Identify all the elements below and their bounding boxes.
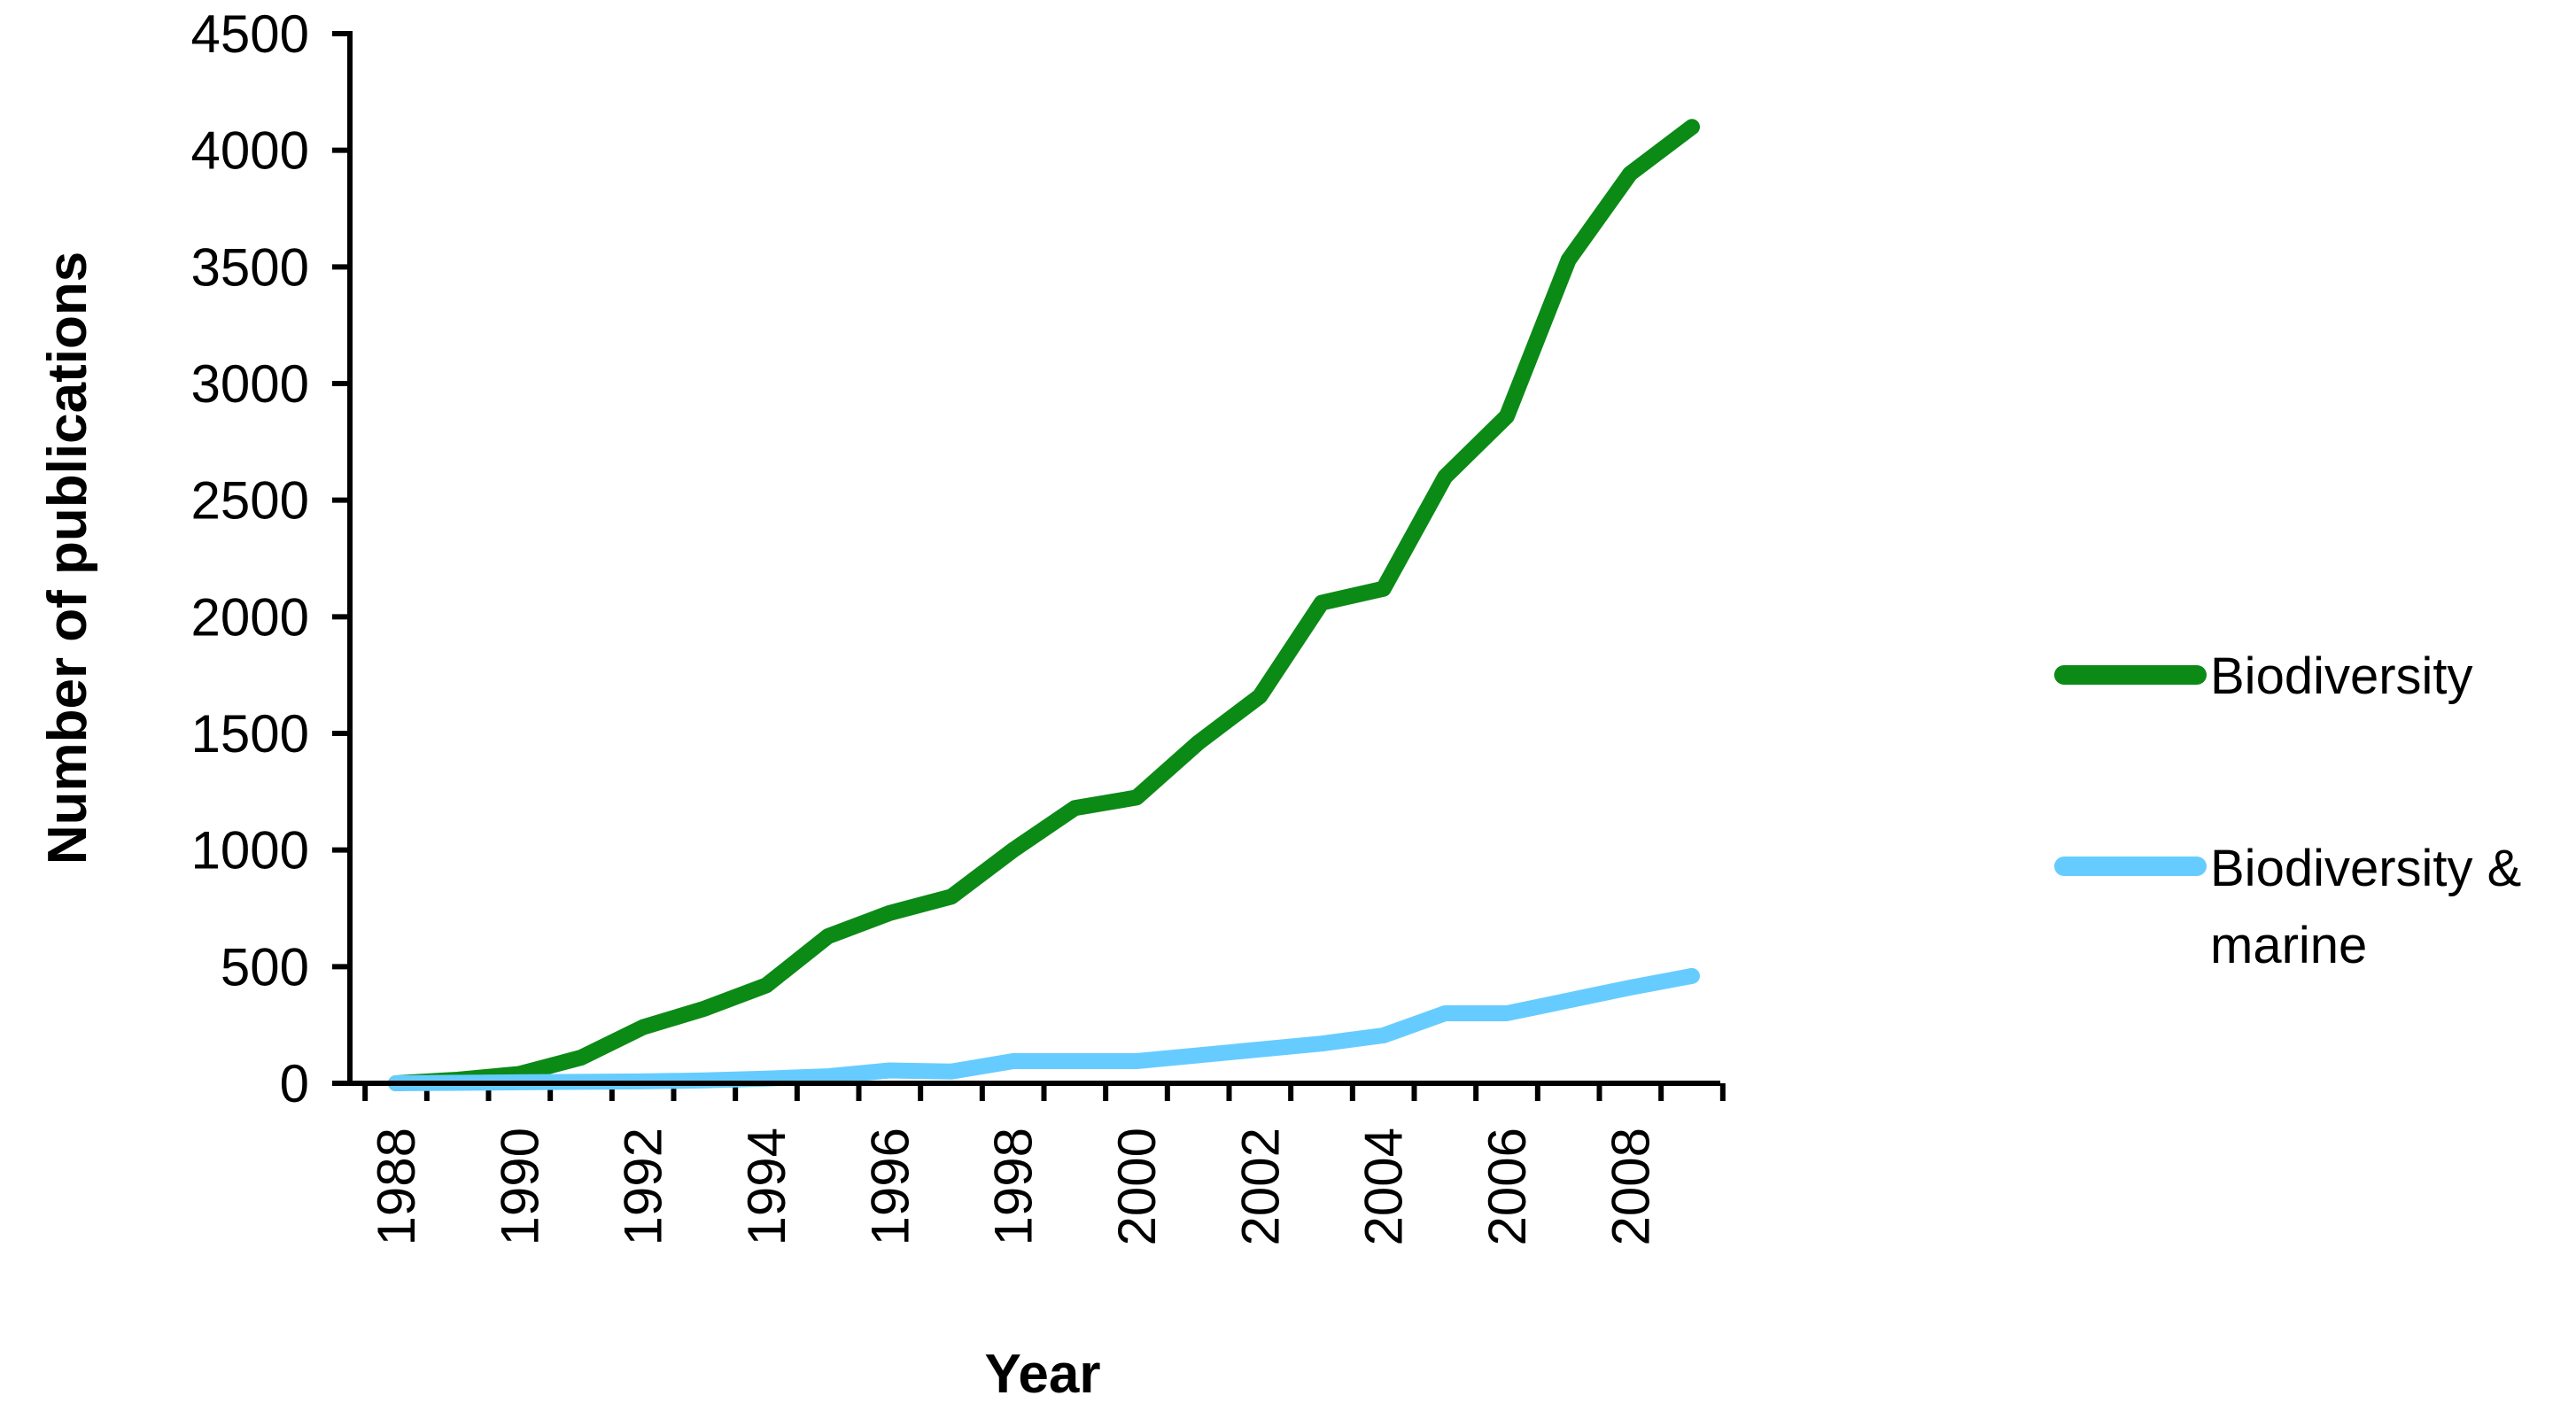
y-tick-label: 500 bbox=[221, 937, 309, 996]
x-tick-label: 2004 bbox=[1354, 1128, 1414, 1245]
x-tick-label: 2006 bbox=[1478, 1128, 1537, 1245]
x-tick-label: 1988 bbox=[367, 1128, 426, 1245]
x-axis-tick-labels: 1988 1990 1992 1994 1996 1998 2000 2002 2004 2006… bbox=[367, 1128, 1660, 1245]
y-axis-title: Number of publications bbox=[37, 252, 98, 864]
x-tick-label: 1990 bbox=[490, 1128, 549, 1245]
y-tick-label: 0 bbox=[280, 1054, 309, 1113]
series-line-biodiversity-marine bbox=[388, 967, 1700, 1091]
legend-label-line: Biodiversity & bbox=[2210, 840, 2521, 897]
series-line-biodiversity bbox=[388, 119, 1700, 1091]
x-tick-label: 1996 bbox=[860, 1128, 919, 1245]
y-tick-label: 3500 bbox=[191, 237, 309, 297]
x-tick-label: 1998 bbox=[984, 1128, 1044, 1245]
legend: Biodiversity Biodiversity & marine bbox=[2054, 647, 2535, 974]
y-tick-label: 3000 bbox=[191, 354, 309, 414]
y-axis-tick-labels: 0 500 1000 1500 2000 2500 3000 3500 4000 4500 bbox=[191, 4, 309, 1113]
x-axis-title: Year bbox=[984, 1344, 1100, 1405]
y-tick-label: 1000 bbox=[191, 821, 309, 880]
x-tick-label: 1992 bbox=[614, 1128, 673, 1245]
y-axis-ticks bbox=[332, 31, 350, 1086]
x-tick-label: 1994 bbox=[737, 1128, 796, 1245]
legend-label-biodiversity-marine: Biodiversity & marine bbox=[2210, 840, 2535, 974]
y-tick-label: 2000 bbox=[191, 587, 309, 647]
y-tick-label: 2500 bbox=[191, 471, 309, 531]
y-tick-label: 1500 bbox=[191, 704, 309, 764]
x-tick-label: 2000 bbox=[1107, 1128, 1167, 1245]
x-tick-label: 2008 bbox=[1601, 1128, 1660, 1245]
legend-label-line: marine bbox=[2210, 917, 2367, 974]
legend-label-biodiversity: Biodiversity bbox=[2210, 647, 2473, 705]
y-tick-label: 4500 bbox=[191, 4, 309, 64]
y-tick-label: 4000 bbox=[191, 121, 309, 181]
series-lines bbox=[388, 119, 1700, 1091]
x-tick-label: 2002 bbox=[1230, 1128, 1290, 1245]
